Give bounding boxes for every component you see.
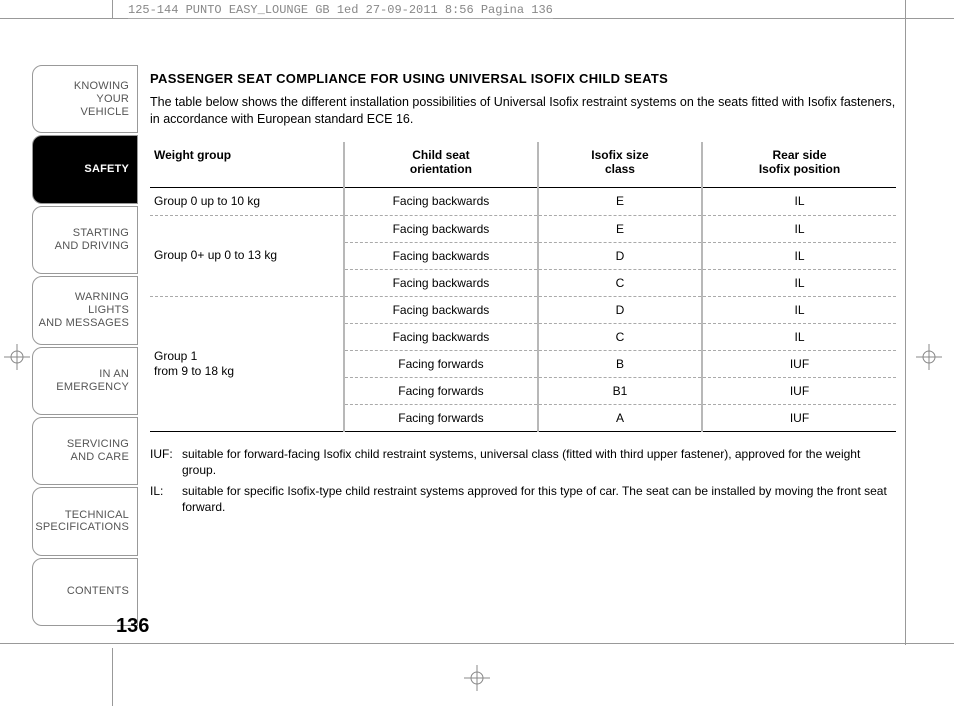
sidebar-tab-label: SAFETY [84,163,129,176]
footnotes: IUF:suitable for forward-facing Isofix c… [150,446,896,515]
col-header: Isofix sizeclass [538,142,702,187]
cell: D [538,243,702,270]
crop-tick [112,648,113,706]
cell: Facing backwards [344,187,538,216]
sidebar-tab-label: STARTINGAND DRIVING [55,227,129,252]
table-row: Group 0+ up 0 to 13 kgFacing backwardsEI… [150,216,896,243]
footnote: IUF:suitable for forward-facing Isofix c… [150,446,896,478]
sidebar-tab-label: IN ANEMERGENCY [56,368,129,393]
footnote-key: IUF: [150,446,182,478]
sidebar-tab-label: CONTENTS [67,585,129,598]
cell: IUF [702,351,896,378]
sidebar-tab-5[interactable]: SERVICINGAND CARE [32,417,138,485]
cell: IL [702,216,896,243]
sidebar-tab-3[interactable]: WARNING LIGHTSAND MESSAGES [32,276,138,344]
cell: C [538,324,702,351]
footnote-text: suitable for forward-facing Isofix child… [182,446,896,478]
sidebar-tab-label: WARNING LIGHTSAND MESSAGES [37,291,129,329]
footnote-text: suitable for specific Isofix-type child … [182,483,896,515]
group-cell: Group 1from 9 to 18 kg [150,297,344,432]
col-header: Weight group [150,142,344,187]
sidebar-tab-0[interactable]: KNOWINGYOURVEHICLE [32,65,138,133]
cell: IL [702,187,896,216]
table-row: Group 0 up to 10 kgFacing backwardsEIL [150,187,896,216]
cell: D [538,297,702,324]
cell: IL [702,324,896,351]
cell: B [538,351,702,378]
table-row: Group 1from 9 to 18 kgFacing backwardsDI… [150,297,896,324]
cell: Facing backwards [344,216,538,243]
sidebar-tab-6[interactable]: TECHNICALSPECIFICATIONS [32,487,138,555]
sidebar-tab-label: SERVICINGAND CARE [67,438,129,463]
cell: B1 [538,378,702,405]
footnote: IL:suitable for specific Isofix-type chi… [150,483,896,515]
content: PASSENGER SEAT COMPLIANCE FOR USING UNIV… [138,65,896,626]
cell: C [538,270,702,297]
group-cell: Group 0+ up 0 to 13 kg [150,216,344,297]
registration-mark-right [916,344,942,370]
cell: Facing backwards [344,270,538,297]
cell: Facing forwards [344,405,538,432]
cell: E [538,187,702,216]
cell: Facing forwards [344,378,538,405]
cell: IL [702,243,896,270]
cell: Facing backwards [344,243,538,270]
page-body: KNOWINGYOURVEHICLE SAFETY STARTINGAND DRIV… [32,65,896,626]
cell: A [538,405,702,432]
cell: IL [702,270,896,297]
cell: E [538,216,702,243]
sidebar-tab-label: TECHNICALSPECIFICATIONS [35,509,129,534]
meta-text: 125-144 PUNTO EASY_LOUNGE GB 1ed 27-09-2… [128,3,553,19]
registration-mark-bottom [464,665,490,691]
sidebar-tab-1[interactable]: SAFETY [32,135,138,203]
cell: IUF [702,405,896,432]
sidebar-tab-label: KNOWINGYOURVEHICLE [74,80,129,118]
header-row: Weight groupChild seatorientationIsofix … [150,142,896,187]
sidebar: KNOWINGYOURVEHICLE SAFETY STARTINGAND DRIV… [32,65,138,626]
table-body: Group 0 up to 10 kgFacing backwardsEILGr… [150,187,896,432]
page-number: 136 [116,615,149,638]
compliance-table: Weight groupChild seatorientationIsofix … [150,142,896,432]
document-meta: 125-144 PUNTO EASY_LOUNGE GB 1ed 27-09-2… [128,3,553,17]
cell: IUF [702,378,896,405]
cell: Facing forwards [344,351,538,378]
intro-text: The table below shows the different inst… [150,94,896,128]
page-title: PASSENGER SEAT COMPLIANCE FOR USING UNIV… [150,71,896,86]
sidebar-tab-4[interactable]: IN ANEMERGENCY [32,347,138,415]
registration-mark-left [4,344,30,370]
col-header: Child seatorientation [344,142,538,187]
cell: Facing backwards [344,324,538,351]
sidebar-tab-2[interactable]: STARTINGAND DRIVING [32,206,138,274]
col-header: Rear sideIsofix position [702,142,896,187]
crop-tick [905,0,906,645]
cell: IL [702,297,896,324]
crop-line-bottom [0,643,954,644]
group-cell: Group 0 up to 10 kg [150,187,344,216]
cell: Facing backwards [344,297,538,324]
crop-tick [112,0,113,18]
footnote-key: IL: [150,483,182,515]
